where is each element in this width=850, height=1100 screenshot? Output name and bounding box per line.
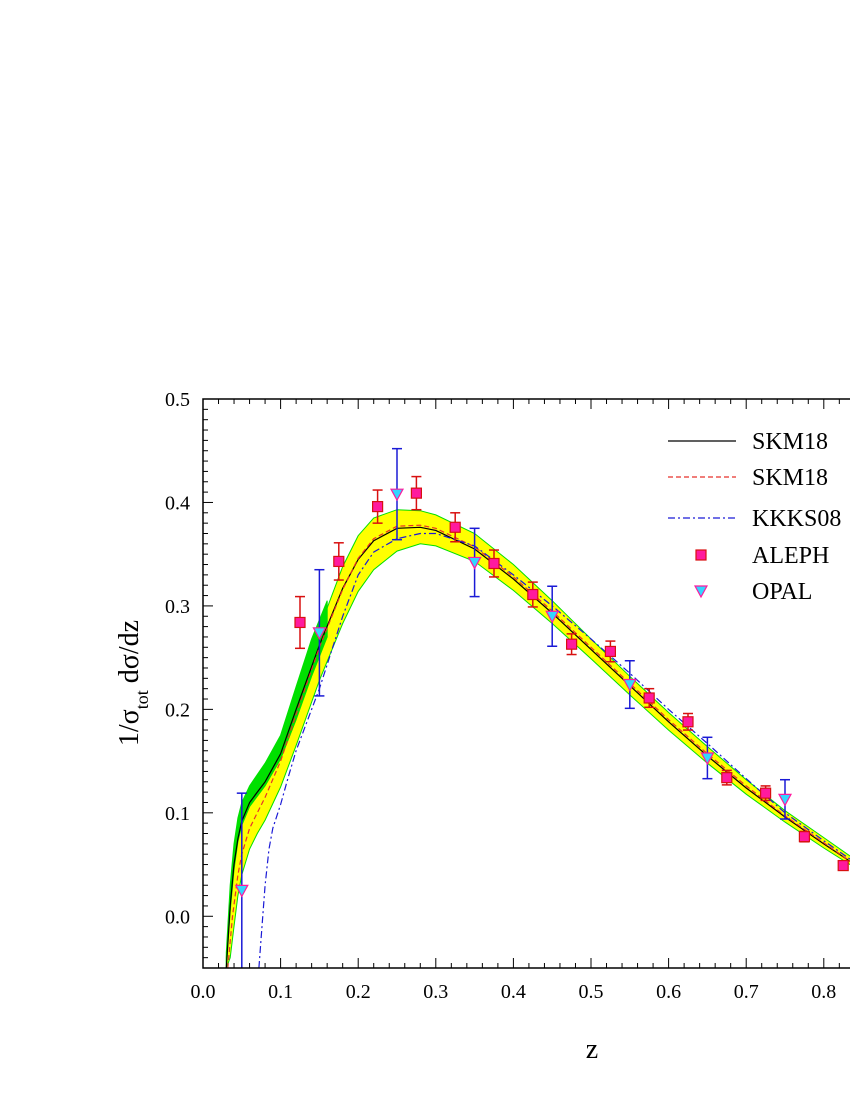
x-axis-title: z bbox=[586, 1034, 598, 1065]
aleph-point bbox=[527, 588, 539, 601]
aleph-point bbox=[449, 521, 461, 533]
aleph-point bbox=[759, 787, 772, 799]
aleph-point bbox=[798, 831, 811, 843]
y-axis-title: 1/σtot dσ/dz bbox=[114, 620, 152, 746]
plot-frame bbox=[202, 398, 850, 969]
legend-marker-aleph bbox=[695, 549, 707, 561]
data-points bbox=[234, 447, 849, 968]
aleph-point bbox=[372, 500, 384, 513]
legend-label-2: SKM18 bbox=[752, 465, 828, 491]
opal-point bbox=[389, 488, 405, 502]
x-tick-label: 0.0 bbox=[191, 981, 216, 1003]
aleph-point bbox=[643, 692, 655, 704]
x-tick-label: 0.7 bbox=[734, 981, 759, 1003]
aleph-point bbox=[410, 487, 422, 499]
legend-marker-opal bbox=[693, 585, 709, 599]
aleph-point bbox=[721, 772, 733, 784]
opal-point bbox=[545, 610, 560, 624]
opal-point bbox=[234, 884, 249, 898]
y-tick-label: 0.5 bbox=[165, 389, 190, 411]
y-tick-label: 0.0 bbox=[165, 906, 190, 928]
legend-label-3: KKKS08 bbox=[752, 506, 841, 532]
y-tick-label: 0.4 bbox=[165, 492, 190, 514]
legend-label-1: SKM18 bbox=[752, 429, 828, 455]
legend: SKM18 SKM18 KKKS08 ALEPH OPAL bbox=[668, 429, 841, 605]
series-line-1 bbox=[225, 526, 850, 968]
aleph-point bbox=[565, 638, 578, 650]
tick-labels: 0.0 0.1 0.2 0.3 0.4 0.5 0.6 0.7 0.8 0.0 0.1 0.2 0.3 0… bbox=[165, 389, 836, 1003]
opal-point bbox=[622, 678, 637, 692]
x-tick-label: 0.3 bbox=[423, 981, 448, 1003]
x-tick-label: 0.4 bbox=[501, 981, 526, 1003]
x-tick-label: 0.1 bbox=[268, 981, 293, 1003]
opal-point bbox=[467, 556, 482, 570]
y-tick-label: 0.3 bbox=[165, 596, 190, 618]
opal-point bbox=[312, 627, 327, 641]
aleph-point bbox=[488, 557, 500, 570]
opal-point bbox=[777, 793, 793, 807]
x-tick-label: 0.8 bbox=[811, 981, 836, 1003]
y-tick-label: 0.2 bbox=[165, 699, 190, 721]
aleph-point bbox=[294, 616, 306, 629]
y-tick-label: 0.1 bbox=[165, 803, 190, 825]
x-tick-label: 0.5 bbox=[579, 981, 604, 1003]
legend-label-5: OPAL bbox=[752, 579, 812, 605]
aleph-point bbox=[682, 716, 694, 728]
axis-ticks bbox=[202, 398, 840, 969]
legend-label-4: ALEPH bbox=[752, 543, 829, 569]
x-tick-label: 0.6 bbox=[656, 981, 681, 1003]
x-tick-label: 0.2 bbox=[346, 981, 371, 1003]
aleph-point bbox=[604, 645, 617, 658]
aleph-point bbox=[333, 555, 345, 568]
aleph-point bbox=[837, 859, 849, 872]
opal-point bbox=[700, 752, 715, 766]
